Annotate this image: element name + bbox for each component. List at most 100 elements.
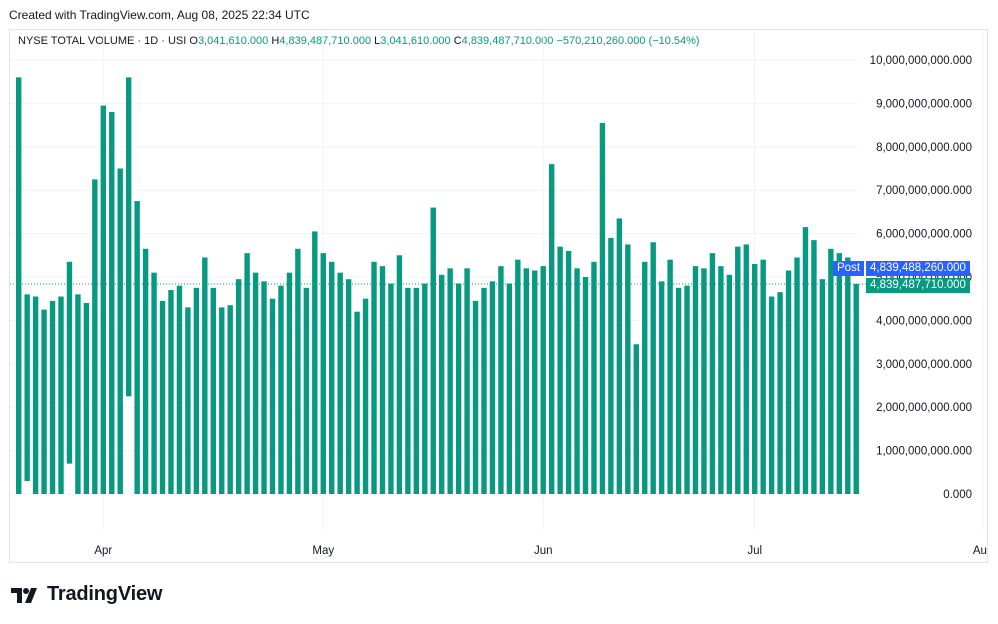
- x-tick-label: Jul: [747, 545, 762, 557]
- y-tick-label: 10,000,000,000.000: [870, 55, 972, 67]
- y-tick-label: 6,000,000,000.000: [876, 229, 972, 241]
- post-label-tag: Post: [833, 261, 865, 276]
- volume-bar: [768, 296, 775, 494]
- volume-bar: [447, 268, 453, 494]
- created-with-text: Created with TradingView.com, Aug 08, 20…: [9, 8, 310, 22]
- tradingview-brand-name: TradingView: [47, 583, 163, 605]
- volume-bar: [176, 285, 183, 494]
- volume-bar: [142, 248, 149, 494]
- volume-bar: [193, 287, 200, 494]
- x-tick-label: May: [312, 545, 334, 557]
- volume-bar: [379, 266, 386, 494]
- volume-bar: [159, 300, 166, 494]
- volume-bar: [439, 274, 445, 494]
- volume-bar: [709, 253, 716, 494]
- volume-bar: [845, 257, 851, 494]
- close-label: C: [453, 35, 462, 47]
- volume-bar: [219, 307, 225, 494]
- volume-bar: [675, 287, 682, 494]
- volume-bar: [151, 272, 157, 494]
- volume-bar: [58, 296, 64, 494]
- volume-bar: [684, 285, 690, 494]
- volume-bar: [134, 201, 140, 495]
- y-tick-label: 0.000: [943, 489, 972, 501]
- tradingview-logo[interactable]: TradingView: [11, 583, 162, 606]
- volume-bar: [295, 248, 301, 494]
- volume-bar: [743, 244, 749, 494]
- volume-bar: [49, 300, 56, 494]
- volume-bar: [752, 263, 758, 494]
- tradingview-logo-icon: [11, 587, 37, 603]
- volume-bar: [244, 253, 250, 494]
- chart-frame: [9, 29, 988, 563]
- volume-bar: [574, 268, 580, 494]
- volume-bar: [498, 266, 504, 494]
- volume-bar: [472, 300, 479, 494]
- volume-bar: [515, 259, 521, 494]
- volume-bar: [41, 309, 47, 494]
- volume-bar: [489, 281, 496, 494]
- volume-bar: [329, 261, 335, 494]
- volume-bar: [616, 218, 623, 494]
- volume-bar: [252, 272, 259, 494]
- volume-bar: [235, 279, 242, 494]
- volume-bar: [760, 259, 766, 494]
- y-tick-label: 8,000,000,000.000: [876, 142, 972, 154]
- volume-bar: [337, 272, 343, 494]
- volume-bar: [362, 298, 369, 494]
- volume-bar: [66, 261, 73, 464]
- volume-bar: [599, 122, 606, 495]
- volume-bar: [836, 253, 843, 494]
- volume-bar: [650, 242, 656, 494]
- volume-bar: [633, 344, 639, 494]
- y-tick-label: 9,000,000,000.000: [876, 98, 972, 110]
- last-value-tag: 4,839,487,710.000: [866, 278, 970, 293]
- volume-bar: [396, 255, 403, 494]
- volume-bar: [371, 261, 377, 494]
- volume-bar: [819, 279, 826, 494]
- volume-bar: [523, 268, 529, 494]
- x-tick-label: Aug: [973, 545, 987, 557]
- volume-bar: [828, 248, 834, 494]
- volume-bar: [286, 272, 293, 494]
- y-tick-label: 3,000,000,000.000: [876, 359, 972, 371]
- x-tick-label: Apr: [94, 545, 112, 557]
- volume-bar: [785, 270, 792, 494]
- volume-bar: [109, 112, 115, 494]
- volume-bar: [202, 257, 208, 494]
- volume-bar: [354, 311, 360, 494]
- volume-bar: [388, 283, 394, 494]
- symbol-label[interactable]: NYSE TOTAL VOLUME · 1D · USI: [18, 35, 187, 47]
- y-tick-label: 7,000,000,000.000: [876, 185, 972, 197]
- volume-bar: [24, 294, 30, 481]
- volume-bar: [168, 290, 174, 494]
- chart-legend: NYSE TOTAL VOLUME · 1D · USI O3,041,610.…: [18, 35, 700, 47]
- volume-bar: [278, 285, 284, 494]
- volume-bar: [667, 259, 673, 494]
- volume-bar: [608, 237, 614, 494]
- volume-bar: [692, 266, 699, 494]
- volume-bar: [227, 305, 233, 494]
- open-value: 3,041,610.000: [197, 35, 269, 47]
- volume-bar: [430, 207, 436, 494]
- volume-bar: [718, 266, 724, 494]
- volume-bar: [777, 292, 783, 494]
- x-tick-label: Jun: [534, 545, 553, 557]
- volume-bar: [185, 307, 191, 494]
- volume-bar: [92, 179, 98, 494]
- volume-bar: [591, 261, 597, 494]
- volume-bar: [117, 168, 123, 494]
- volume-bar: [557, 246, 563, 494]
- volume-bar: [100, 105, 106, 494]
- volume-bar: [464, 268, 470, 494]
- close-value: 4,839,487,710.000: [461, 35, 554, 47]
- volume-chart[interactable]: 0.000 1,000,000,000.000 2,000,000,000.000 3…: [10, 30, 987, 562]
- volume-bar: [16, 77, 22, 495]
- volume-bar: [455, 283, 462, 494]
- high-value: 4,839,487,710.000: [279, 35, 372, 47]
- volume-bar: [701, 268, 707, 494]
- volume-bar: [532, 270, 538, 494]
- change-value: −570,210,260.000 (−10.54%): [556, 35, 700, 47]
- volume-bar: [802, 227, 809, 494]
- volume-bar: [565, 250, 572, 494]
